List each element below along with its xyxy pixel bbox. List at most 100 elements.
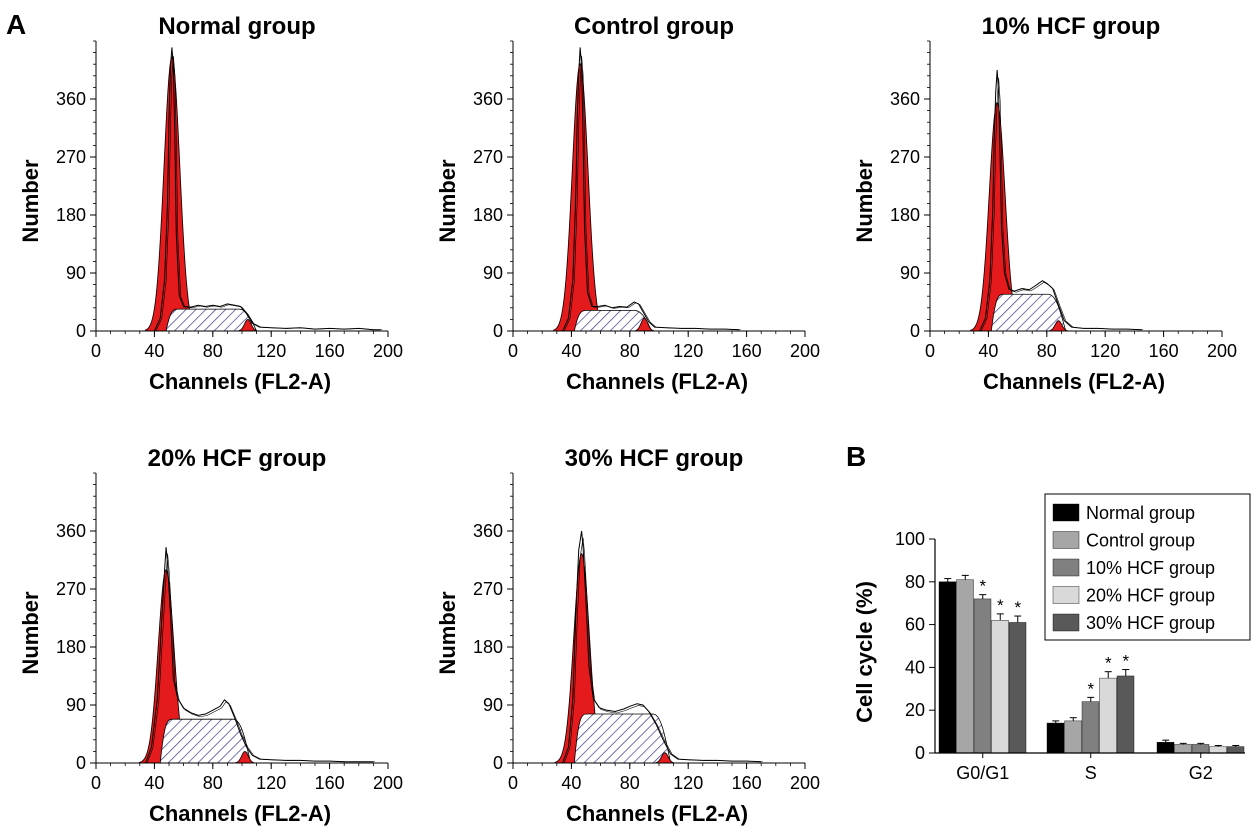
chart-title: 30% HCF group [565,445,744,472]
bar-y-tick-label: 100 [895,529,925,549]
chart-title: 20% HCF group [148,445,327,472]
bar-normal-group-g2 [1156,742,1175,754]
g2-peak [1048,320,1068,332]
legend-entry: Control group [1086,531,1195,551]
bar-10-hcf-group-g2 [1191,744,1210,754]
g2-peak [655,752,675,764]
y-tick-label: 360 [473,521,503,541]
x-tick-label: 200 [790,773,820,793]
x-tick-label: 120 [673,773,703,793]
chart-title: 10% HCF group [982,13,1161,40]
x-axis-label: Channels (FL2-A) [566,801,748,826]
bar-20-hcf-group-g2 [1209,746,1227,754]
histogram-outline-fit [146,553,375,764]
bar-10-hcf-group-g0-g1 [973,598,992,754]
y-tick-label: 0 [76,753,86,773]
x-tick-label: 160 [1149,341,1179,361]
bar-30-hcf-group-s [1116,675,1135,754]
histogram-panels: Normal group 0 40 80 120 160 200 0 90 180 270 360 Ch… [18,13,1237,826]
y-axis-label: Number [435,159,460,243]
bar-y-tick-label: 80 [905,572,925,592]
y-tick-label: 270 [890,147,920,167]
chart-title: Control group [574,13,734,40]
histogram-normal: Normal group 0 40 80 120 160 200 0 90 180 270 360 Ch… [18,13,403,394]
bar-control-group-g0-g1 [956,579,974,754]
y-tick-label: 90 [66,695,86,715]
legend-entry: 10% HCF group [1086,558,1215,578]
bar-30-hcf-group-g2 [1226,746,1245,754]
y-tick-label: 0 [493,753,503,773]
x-tick-label: 160 [315,773,345,793]
bar-20-hcf-group-g0-g1 [991,620,1009,754]
y-tick-label: 270 [56,147,86,167]
y-tick-label: 90 [900,263,920,283]
x-tick-label: 40 [561,773,581,793]
significance-marker: * [1122,652,1129,671]
x-tick-label: 200 [790,341,820,361]
bar-control-group-g2 [1174,744,1192,754]
histogram-hcf20: 20% HCF group 0 40 80 120 160 200 0 90 180 270 360 C… [18,445,403,826]
histogram-control: Control group 0 40 80 120 160 200 0 90 180 270 360 C… [435,13,820,394]
legend-swatch [1052,558,1080,577]
x-tick-label: 0 [925,341,935,361]
y-tick-label: 360 [56,521,86,541]
bar-normal-group-s [1046,722,1065,754]
x-axis-label: Channels (FL2-A) [149,801,331,826]
y-axis-label: Number [18,159,43,243]
significance-marker: * [1105,654,1112,673]
legend-swatch [1052,613,1080,632]
panel-label-b: B [846,441,866,472]
bar-normal-group-g0-g1 [938,581,957,754]
y-axis-label: Number [852,159,877,243]
bar-y-tick-label: 60 [905,615,925,635]
g2-peak [238,318,258,332]
significance-marker: * [997,596,1004,615]
bar-20-hcf-group-s [1099,677,1117,754]
y-tick-label: 0 [493,321,503,341]
x-tick-label: 80 [203,341,223,361]
legend-entry: Normal group [1086,503,1195,523]
y-tick-label: 360 [473,89,503,109]
x-tick-label: 160 [732,341,762,361]
cell-cycle-bar-chart: * * * * * * 0 20 40 60 80 100 G0/G1 S G2 Cell cycle (%)… [852,493,1251,783]
x-axis-label: Channels (FL2-A) [566,369,748,394]
x-tick-label: 0 [508,341,518,361]
x-axis-label: Channels (FL2-A) [149,369,331,394]
s-phase-area [165,308,258,332]
s-phase-area [159,718,252,764]
y-tick-label: 90 [483,263,503,283]
x-tick-label: 200 [373,341,403,361]
g1-peak [553,62,608,332]
x-tick-label: 160 [315,341,345,361]
significance-marker: * [979,577,986,596]
x-tick-label: 120 [256,341,286,361]
y-tick-label: 270 [473,579,503,599]
x-tick-label: 80 [203,773,223,793]
chart-title: Normal group [158,13,315,40]
significance-marker: * [1087,679,1094,698]
y-tick-label: 0 [76,321,86,341]
bar-10-hcf-group-s [1081,701,1100,754]
histogram-outline-fit [563,537,763,764]
legend-swatch [1052,586,1080,604]
x-tick-label: 80 [620,773,640,793]
bar-legend: Normal group Control group 10% HCF group 20… [1044,493,1251,641]
x-tick-label: 40 [144,773,164,793]
histogram-outline-fit [980,77,1144,332]
y-tick-label: 180 [890,205,920,225]
bar-x-tick-label: S [1085,763,1097,783]
histogram-outline-fit [563,55,741,332]
g1-peak [144,56,199,332]
bar-y-tick-label: 0 [915,743,925,763]
bar-x-tick-label: G2 [1189,763,1213,783]
x-tick-label: 0 [91,773,101,793]
bar-x-tick-label: G0/G1 [956,763,1009,783]
x-tick-label: 0 [91,341,101,361]
y-axis-label: Number [18,591,43,675]
y-tick-label: 180 [56,205,86,225]
x-tick-label: 120 [256,773,286,793]
x-axis-label: Channels (FL2-A) [983,369,1165,394]
y-tick-label: 90 [66,263,86,283]
g2-peak [235,750,255,764]
x-tick-label: 120 [673,341,703,361]
